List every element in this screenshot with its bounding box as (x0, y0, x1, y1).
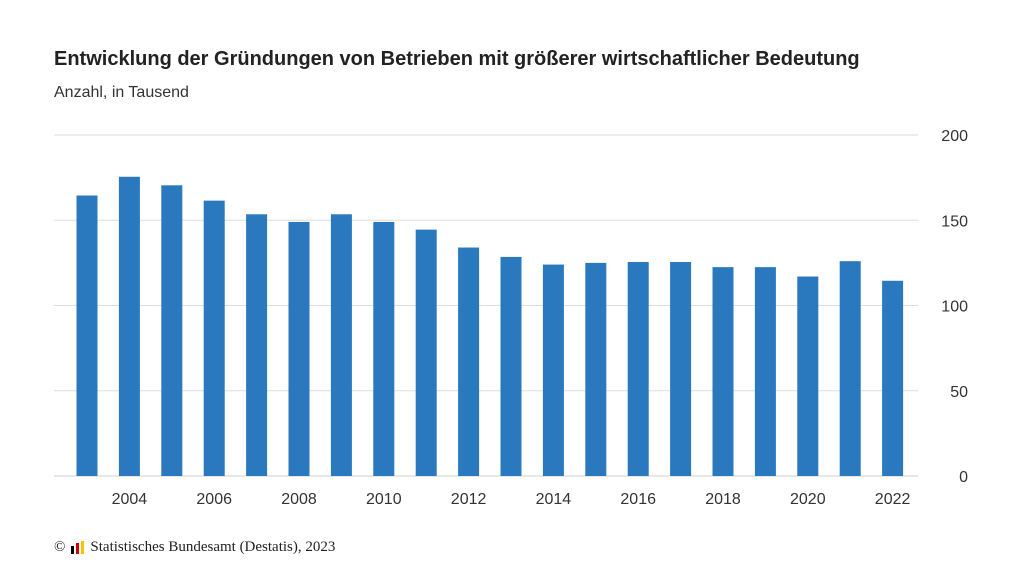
source-text: Statistisches Bundesamt (Destatis), 2023 (90, 539, 336, 555)
x-tick-label: 2008 (281, 491, 317, 508)
bar-2019 (754, 267, 776, 476)
x-tick-label: 2018 (705, 491, 741, 508)
x-tick-label: 2006 (196, 491, 232, 508)
bar-2005 (161, 185, 183, 477)
bar-2003 (76, 195, 98, 476)
x-tick-label: 2016 (620, 491, 656, 508)
source-footer: © Statistisches Bundesamt (Destatis), 20… (54, 539, 335, 556)
chart-title: Entwicklung der Gründungen von Betrieben… (54, 48, 860, 70)
bar-2021 (839, 261, 861, 476)
x-tick-label: 2014 (536, 491, 572, 508)
bar-2004 (118, 176, 140, 476)
x-tick-label: 2010 (366, 491, 402, 508)
bar-2022 (882, 280, 904, 476)
bar-2011 (415, 229, 437, 476)
x-tick-label: 2020 (790, 491, 826, 508)
y-tick-label: 0 (959, 469, 968, 486)
y-tick-label: 100 (941, 299, 968, 316)
destatis-logo-icon (71, 541, 85, 554)
bar-2007 (246, 214, 268, 476)
bar-2009 (330, 214, 352, 476)
bar-2017 (670, 262, 692, 476)
bar-2010 (373, 221, 395, 476)
x-tick-label: 2004 (112, 491, 148, 508)
y-tick-label: 150 (941, 213, 968, 230)
y-tick-label: 200 (941, 128, 968, 145)
bar-2013 (500, 256, 522, 476)
bar-2018 (712, 267, 734, 476)
x-tick-label: 2012 (451, 491, 487, 508)
bar-2014 (542, 264, 564, 476)
x-tick-label: 2022 (875, 491, 911, 508)
bar-2020 (797, 276, 819, 476)
y-tick-label: 50 (950, 384, 968, 401)
chart-subtitle: Anzahl, in Tausend (54, 84, 189, 101)
bar-2006 (203, 200, 225, 476)
copyright-symbol: © (54, 539, 66, 555)
bar-2008 (288, 221, 310, 476)
bar-2016 (627, 262, 649, 476)
bar-2012 (458, 247, 480, 476)
bar-2015 (585, 262, 607, 476)
